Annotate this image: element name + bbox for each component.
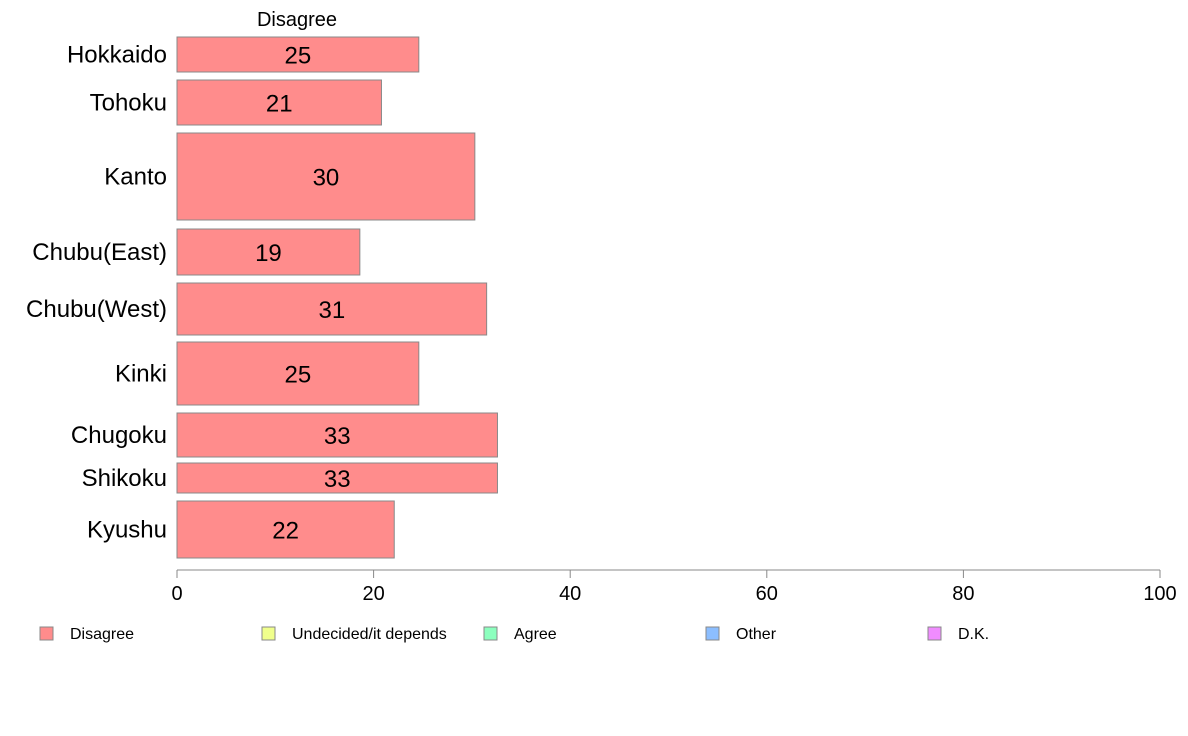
x-tick-label: 40 — [559, 583, 581, 605]
bar — [176, 36, 420, 73]
legend-swatch — [705, 626, 720, 641]
bar-value-label: 33 — [324, 423, 351, 450]
category-label: Tohoku — [90, 90, 167, 117]
legend-swatch — [927, 626, 942, 641]
bar-value-label: 22 — [272, 518, 299, 545]
x-tick-label: 60 — [756, 583, 778, 605]
category-label: Chubu(East) — [32, 239, 167, 266]
bar — [176, 500, 395, 559]
legend-swatch — [39, 626, 54, 641]
legend: Disagree Undecided/it depends Agree Other D.… — [39, 626, 989, 643]
bar-value-label: 25 — [285, 362, 312, 389]
category-label: Chubu(West) — [26, 296, 167, 323]
legend-swatch — [261, 626, 276, 641]
bar — [176, 228, 361, 276]
x-tick-label: 100 — [1143, 583, 1176, 605]
bar-group: Hokkaido 25 Tohoku 21 Kanto 30 Chubu(East) 19 Ch… — [26, 36, 498, 559]
bar — [176, 79, 382, 126]
legend-swatch — [483, 626, 498, 641]
bar — [176, 462, 498, 494]
x-axis: 0 20 40 60 80 100 — [171, 569, 1177, 605]
category-label: Kinki — [115, 361, 167, 388]
bar — [176, 412, 498, 458]
bar-value-label: 30 — [313, 165, 340, 192]
category-label: Kyushu — [87, 517, 167, 544]
bar-value-label: 19 — [255, 240, 282, 267]
bar-value-label: 31 — [318, 297, 345, 324]
legend-label: Disagree — [70, 626, 134, 643]
bar — [176, 132, 476, 221]
x-tick-label: 20 — [362, 583, 384, 605]
series-column-title: Disagree — [257, 9, 337, 31]
bar-value-label: 21 — [266, 91, 293, 118]
bar-value-label: 33 — [324, 466, 351, 493]
x-tick-label: 80 — [952, 583, 974, 605]
category-label: Kanto — [104, 164, 167, 191]
legend-label: Undecided/it depends — [292, 626, 447, 643]
bar-value-label: 25 — [285, 43, 312, 70]
legend-label: Other — [736, 626, 777, 643]
bar — [176, 282, 488, 336]
category-label: Hokkaido — [67, 42, 167, 69]
x-tick-label: 0 — [171, 583, 182, 605]
category-label: Chugoku — [71, 422, 167, 449]
bar — [176, 341, 420, 406]
legend-label: D.K. — [958, 626, 989, 643]
category-label: Shikoku — [82, 465, 167, 492]
legend-label: Agree — [514, 626, 557, 643]
